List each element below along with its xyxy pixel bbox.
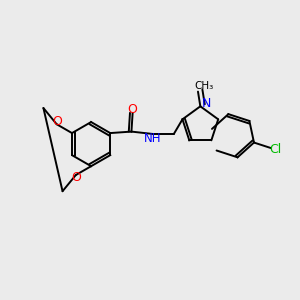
Text: O: O (52, 116, 62, 128)
Text: N: N (202, 97, 212, 110)
Text: CH₃: CH₃ (195, 81, 214, 91)
Text: O: O (128, 103, 138, 116)
Text: O: O (71, 171, 81, 184)
Text: NH: NH (144, 132, 162, 145)
Text: Cl: Cl (270, 143, 282, 156)
